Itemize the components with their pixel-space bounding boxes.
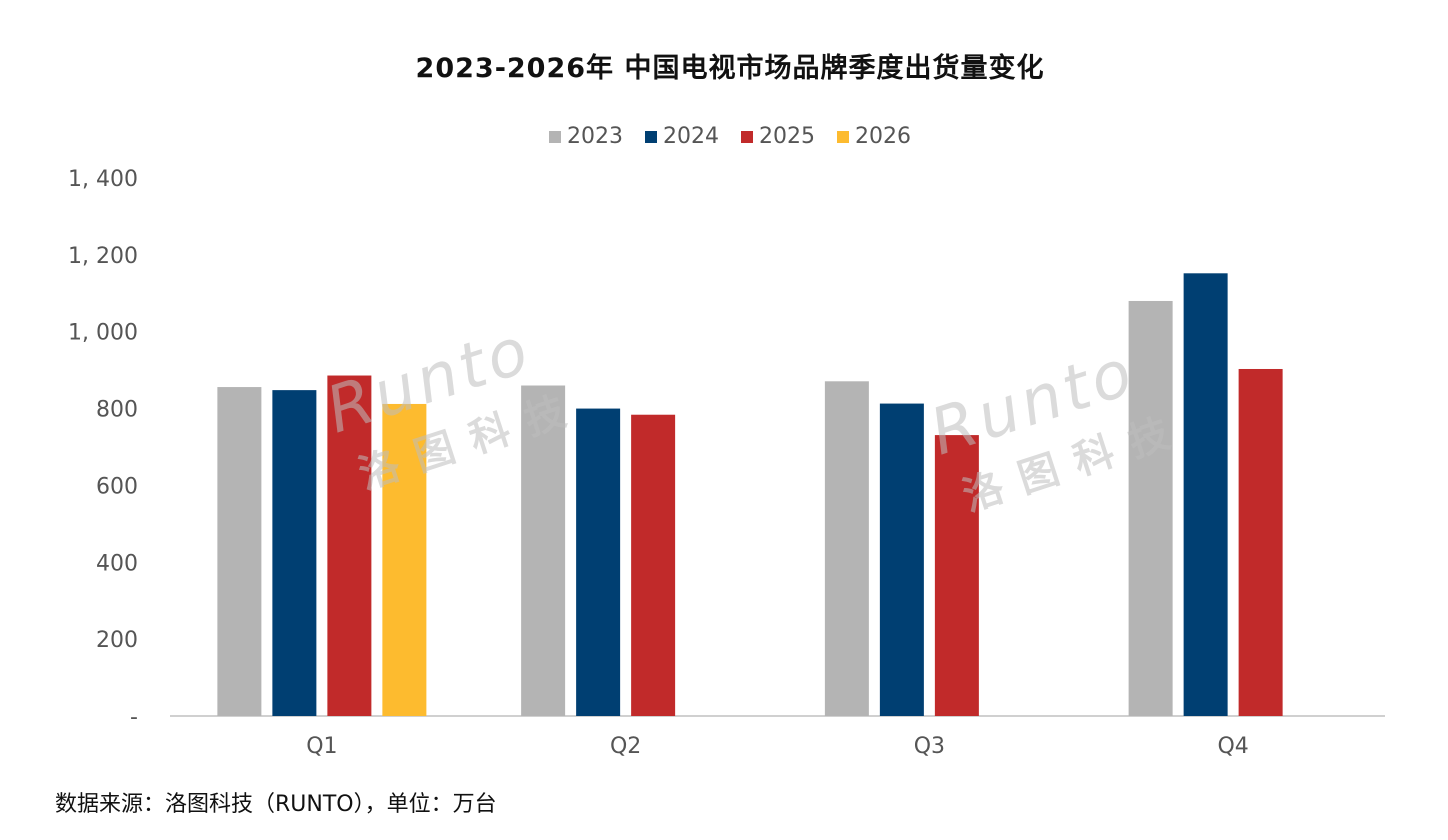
x-tick-label: Q2 (610, 734, 641, 759)
y-tick-label: 200 (96, 628, 138, 653)
y-tick-label: 600 (96, 474, 138, 499)
legend-swatch (645, 130, 657, 143)
bar-Q3-2024 (879, 403, 924, 716)
bar-Q4-2023 (1128, 300, 1173, 716)
chart-title: 2023-2026年 中国电视市场品牌季度出货量变化 (415, 53, 1045, 84)
legend-swatch (549, 130, 561, 143)
legend-swatch (741, 130, 753, 143)
bar-Q2-2025 (631, 414, 676, 716)
y-tick-label: 1, 000 (68, 321, 138, 346)
x-tick-label: Q3 (914, 734, 945, 759)
y-tick-label: 1, 200 (68, 244, 138, 269)
legend-item-2023: 2023 (549, 124, 623, 149)
bar-Q1-2025 (327, 375, 372, 716)
legend: 2023 2024 2025 2026 (0, 124, 1448, 149)
bar-Q1-2026 (382, 403, 427, 716)
chart-plot: - 200 400 600 800 1, 000 1, 200 1, 400 Q1 Q2 Q3 Q4 (68, 167, 1385, 759)
legend-label: 2023 (567, 124, 623, 149)
bar-Q2-2024 (576, 408, 621, 716)
bar-Q3-2023 (824, 381, 869, 716)
x-tick-label: Q1 (306, 734, 337, 759)
legend-label: 2026 (855, 124, 911, 149)
legend-label: 2024 (663, 124, 719, 149)
legend-label: 2025 (759, 124, 815, 149)
bar-Q1-2023 (217, 387, 262, 716)
bar-Q1-2024 (272, 390, 317, 716)
legend-item-2025: 2025 (741, 124, 815, 149)
bar-Q2-2023 (521, 385, 566, 716)
legend-item-2024: 2024 (645, 124, 719, 149)
bar-Q4-2024 (1183, 273, 1228, 716)
legend-swatch (837, 130, 849, 143)
y-tick-label: 800 (96, 398, 138, 423)
bar-Q3-2025 (934, 435, 979, 716)
source-note: 数据来源：洛图科技（RUNTO），单位：万台 (55, 792, 497, 817)
y-tick-label: 1, 400 (68, 167, 138, 192)
y-tick-label: 400 (96, 551, 138, 576)
legend-item-2026: 2026 (837, 124, 911, 149)
bar-Q4-2025 (1238, 368, 1283, 716)
x-tick-label: Q4 (1217, 734, 1248, 759)
y-tick-label: - (130, 705, 138, 730)
